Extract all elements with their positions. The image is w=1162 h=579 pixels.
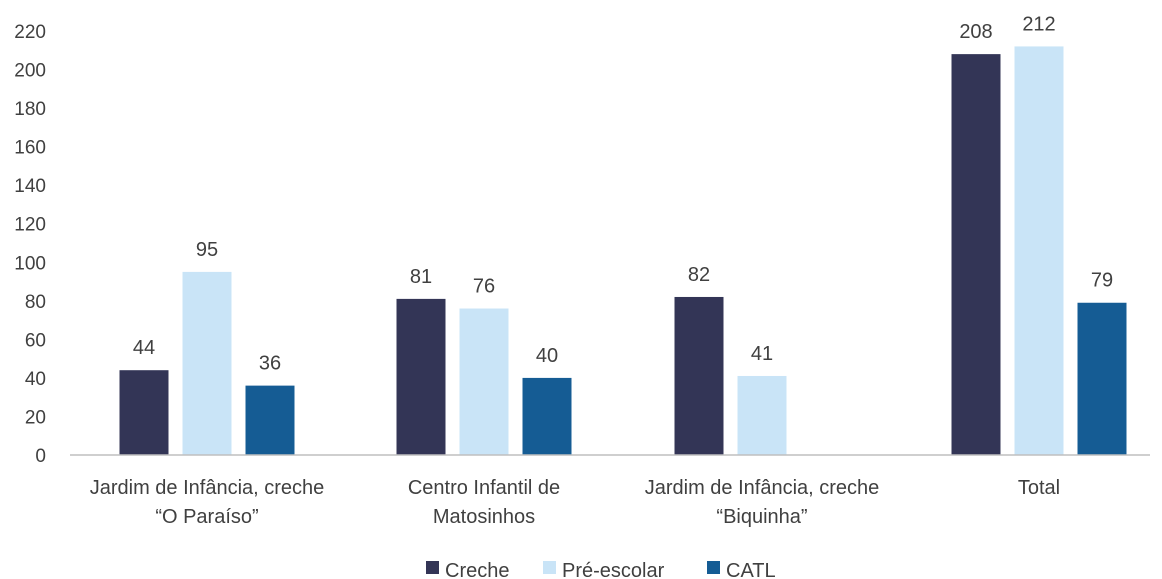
y-tick-label: 20	[25, 407, 46, 428]
bar-catl	[522, 377, 572, 455]
data-label: 44	[133, 337, 155, 359]
y-tick-label: 40	[25, 369, 46, 390]
bar-creche	[119, 370, 169, 455]
x-category-label: Total	[1018, 477, 1060, 499]
bar-creche	[396, 298, 446, 455]
legend-label: CATL	[726, 560, 776, 579]
x-category-label: Centro Infantil de Matosinhos	[408, 477, 560, 528]
data-label: 212	[1022, 13, 1055, 35]
data-label: 81	[410, 266, 432, 288]
bar-catl	[1077, 302, 1127, 455]
bar-catl	[245, 385, 295, 455]
y-tick-label: 160	[14, 138, 46, 159]
bar-creche	[674, 296, 724, 455]
data-label: 76	[473, 276, 495, 298]
y-tick-label: 0	[35, 446, 46, 467]
y-tick-label: 140	[14, 176, 46, 197]
y-tick-label: 100	[14, 253, 46, 274]
y-axis: 0 20 40 60 80 100 120 140 160 180 200 220	[14, 22, 46, 467]
legend-swatch	[426, 561, 439, 574]
x-axis: Jardim de Infância, creche “O Paraíso” Cen…	[90, 477, 1060, 528]
x-category-label: Jardim de Infância, creche “O Paraíso”	[90, 477, 325, 528]
bar-pr-escolar	[737, 375, 787, 455]
y-tick-label: 220	[14, 22, 46, 43]
data-label: 40	[536, 345, 558, 367]
bars	[119, 46, 1127, 456]
bar-pr-escolar	[1014, 46, 1064, 455]
bar-pr-escolar	[459, 308, 509, 455]
legend-label: Pré-escolar	[562, 560, 665, 579]
data-labels: 44 95 36 81 76 40 82 41 208 212 79	[133, 13, 1113, 374]
legend-swatch	[543, 561, 556, 574]
x-category-label: Jardim de Infância, creche “Biquinha”	[645, 477, 880, 528]
data-label: 95	[196, 239, 218, 261]
y-tick-label: 200	[14, 61, 46, 82]
data-label: 82	[688, 264, 710, 286]
data-label: 208	[959, 21, 992, 43]
legend-swatch	[707, 561, 720, 574]
y-tick-label: 120	[14, 215, 46, 236]
legend: Creche Pré-escolar CATL	[426, 560, 776, 579]
legend-label: Creche	[445, 560, 509, 579]
bar-creche	[951, 54, 1001, 456]
y-tick-label: 180	[14, 99, 46, 120]
y-tick-label: 60	[25, 330, 46, 351]
bar-pr-escolar	[182, 271, 232, 455]
data-label: 79	[1091, 270, 1113, 292]
data-label: 41	[751, 343, 773, 365]
data-label: 36	[259, 353, 281, 375]
y-tick-label: 80	[25, 292, 46, 313]
